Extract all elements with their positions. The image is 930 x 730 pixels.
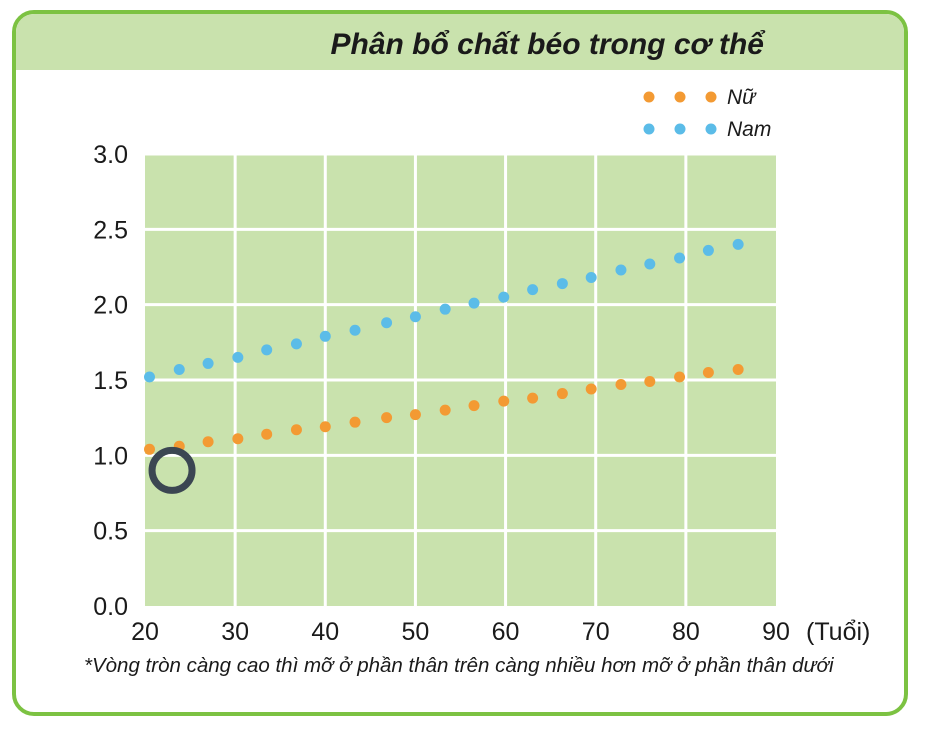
x-tick-label: 90	[762, 618, 790, 646]
data-point-Nữ	[468, 400, 480, 412]
y-tick-label: 1.5	[93, 367, 128, 395]
y-tick-label: 3.0	[93, 141, 128, 169]
data-point-Nữ	[585, 383, 597, 395]
data-point-Nam	[173, 363, 185, 375]
data-point-Nam	[261, 344, 273, 356]
y-tick-label: 0.0	[93, 593, 128, 621]
data-point-Nam	[702, 244, 714, 256]
position-marker	[148, 446, 196, 494]
x-tick-label: 20	[131, 618, 159, 646]
data-point-Nữ	[349, 416, 361, 428]
data-point-Nam	[319, 330, 331, 342]
data-point-Nam	[144, 371, 156, 383]
data-point-Nam	[468, 297, 480, 309]
series-layer	[144, 238, 744, 455]
data-point-Nữ	[615, 379, 627, 391]
x-tick-label: 70	[582, 618, 610, 646]
x-tick-label: 40	[311, 618, 339, 646]
data-point-Nữ	[202, 436, 214, 448]
data-point-Nữ	[439, 404, 451, 416]
data-point-Nam	[615, 264, 627, 276]
title-bar	[16, 14, 904, 70]
data-point-Nữ	[527, 392, 539, 404]
y-tick-label: 1.0	[93, 442, 128, 470]
legend-dot	[674, 123, 686, 135]
data-point-Nam	[644, 258, 656, 270]
legend-label: Nam	[727, 118, 771, 141]
data-point-Nam	[585, 272, 597, 284]
data-point-Nam	[381, 317, 393, 329]
data-point-Nam	[527, 284, 539, 296]
data-point-Nữ	[732, 363, 744, 375]
y-tick-label: 2.0	[93, 292, 128, 320]
legend-dot	[643, 91, 655, 103]
data-point-Nam	[232, 351, 244, 363]
chart-title: Phân bổ chất béo trong cơ thể	[330, 28, 765, 61]
x-tick-label: 50	[402, 618, 430, 646]
data-point-Nam	[409, 311, 421, 323]
y-tick-label: 0.5	[93, 518, 128, 546]
x-axis-ticks: 20 30 40 50 60 70 80 90	[131, 618, 790, 646]
data-point-Nam	[732, 238, 744, 250]
legend-dot	[705, 123, 717, 135]
data-point-Nữ	[319, 421, 331, 433]
y-axis-ticks: 0.0 0.5 1.0 1.5 2.0 2.5 3.0	[93, 141, 128, 621]
y-tick-label: 2.5	[93, 216, 128, 244]
data-point-Nữ	[674, 371, 686, 383]
legend-dot	[643, 123, 655, 135]
grid-lines	[145, 152, 776, 606]
data-point-Nam	[349, 324, 361, 336]
data-point-Nam	[556, 278, 568, 290]
x-tick-label: 30	[221, 618, 249, 646]
data-point-Nam	[439, 303, 451, 315]
data-point-Nam	[202, 357, 214, 369]
x-axis-label: (Tuổi)	[806, 618, 870, 646]
data-point-Nam	[290, 338, 302, 350]
legend-dot	[674, 91, 686, 103]
data-point-Nam	[498, 291, 510, 303]
data-point-Nữ	[498, 395, 510, 407]
data-point-Nữ	[144, 443, 156, 455]
x-tick-label: 80	[672, 618, 700, 646]
data-point-Nam	[674, 252, 686, 264]
legend: Nữ Nam	[643, 86, 771, 141]
data-point-Nữ	[232, 433, 244, 445]
data-point-Nữ	[381, 412, 393, 424]
legend-label: Nữ	[727, 86, 757, 109]
data-point-Nữ	[290, 424, 302, 436]
data-point-Nữ	[409, 409, 421, 421]
footnote: *Vòng tròn càng cao thì mỡ ở phần thân t…	[84, 654, 834, 677]
data-point-Nữ	[261, 428, 273, 440]
x-tick-label: 60	[492, 618, 520, 646]
data-point-Nữ	[702, 366, 714, 378]
legend-dot	[705, 91, 717, 103]
data-point-Nữ	[644, 376, 656, 388]
data-point-Nữ	[556, 388, 568, 400]
